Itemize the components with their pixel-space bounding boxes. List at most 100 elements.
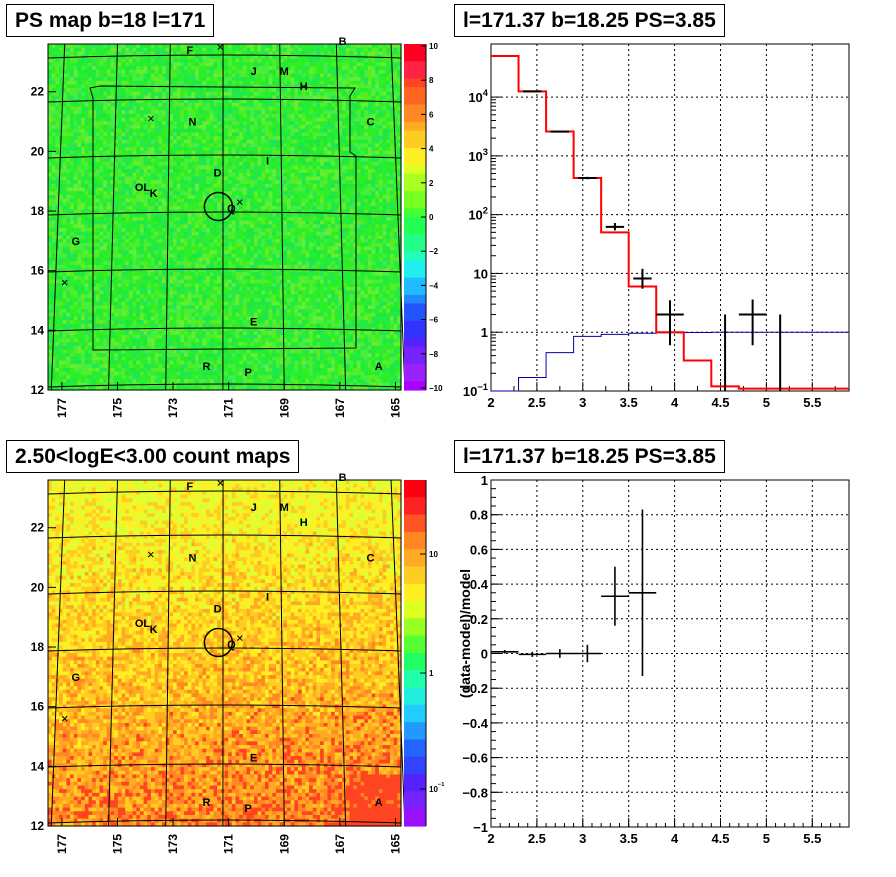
source-label-c: C [366,117,374,129]
ps-map-chart: 10 8 6 4 2 0 −2 −4 −6 −8 −10 177 175 173 171 169 167 165 1… [0,0,448,436]
ps-map-panel: 10 8 6 4 2 0 −2 −4 −6 −8 −10 177 175 173 171 169 167 165 1… [0,0,448,436]
x-tick-label: 5.5 [803,395,821,410]
y-axis-label: (data-model)/model [457,569,473,698]
y-tick-label: 0.6 [470,542,488,557]
x-tick-label: 5.5 [803,831,821,846]
y-tick-label: 16 [31,264,45,278]
y-tick-label: −1 [473,820,488,835]
colorbar-tick-label: 2 [429,179,434,188]
x-tick-label: 177 [55,398,69,418]
source-label-n: N [189,553,197,565]
x-tick-label: 175 [110,834,124,854]
source-label-g: G [72,672,81,684]
colorbar-tick-label: 10 [429,550,438,559]
x-tick-label: 171 [222,398,236,418]
x-tick-label: 2 [487,395,494,410]
source-label-a: A [375,361,383,373]
source-label-f: F [186,481,193,493]
source-label-m: M [280,66,289,78]
source-label-k: K [150,624,158,636]
source-label-b: B [339,472,347,484]
colorbar-tick-label: 10−1 [429,782,445,794]
colorbar-tick-label: 10 [429,42,438,51]
source-label-d: D [214,603,222,615]
x-tick-label: 173 [166,398,180,418]
x-tick-label: 2 [487,831,494,846]
x-tick-label: 3 [579,395,586,410]
source-label-p: P [244,367,251,379]
x-tick-label: 5 [763,831,770,846]
x-tick-label: 165 [388,398,402,418]
source-label-g: G [72,236,81,248]
x-tick-label: 167 [333,834,347,854]
source-label-k: K [150,188,158,200]
source-label-a: A [375,797,383,809]
colorbar-tick-label: −10 [429,384,443,393]
spectrum-title: l=171.37 b=18.25 PS=3.85 [454,4,725,37]
y-tick-label: −0.8 [462,785,488,800]
source-label-i: I [266,591,269,603]
x-tick-label: 3.5 [620,395,638,410]
y-tick-label: 10 [474,266,488,281]
x-tick-label: 4 [671,831,679,846]
source-label-r: R [202,361,210,373]
x-tick-label: 3 [579,831,586,846]
source-label-h: H [300,81,308,93]
colorbar-tick-label: 6 [429,110,434,119]
y-tick-label: 103 [468,147,488,164]
x-tick-label: 4.5 [711,395,729,410]
x-tick-label: 165 [388,834,402,854]
count-map-title: 2.50<logE<3.00 count maps [6,440,299,473]
source-label-p: P [244,803,251,815]
source-label-j: J [251,66,257,78]
plot-frame [491,480,849,827]
source-label-r: R [202,797,210,809]
x-tick-label: 173 [166,834,180,854]
x-tick-label: 4 [671,395,679,410]
x-tick-label: 5 [763,395,770,410]
colorbar-tick-label: 4 [429,145,434,154]
x-tick-label: 167 [333,398,347,418]
y-tick-label: 14 [31,323,45,337]
ps-map-title: PS map b=18 l=171 [6,4,214,37]
source-label-d: D [214,167,222,179]
y-tick-label: 104 [468,88,488,105]
y-tick-label: 20 [31,580,45,594]
x-tick-label: 169 [277,398,291,418]
colorbar-tick-label: −6 [429,316,439,325]
heatmap-cells [48,44,402,391]
y-tick-label: 10−1 [463,382,488,399]
x-tick-label: 171 [222,834,236,854]
source-label-ol: OL [135,182,151,194]
y-tick-label: 0 [481,647,488,662]
colorbar-tick-label: −8 [429,350,439,359]
source-label-b: B [339,36,347,48]
y-tick-label: 16 [31,700,45,714]
y-tick-label: 1 [481,473,488,488]
x-tick-label: 169 [277,834,291,854]
source-label-m: M [280,502,289,514]
heatmap-cells [48,480,402,827]
y-tick-label: 22 [31,85,45,99]
x-tick-label: 175 [110,398,124,418]
source-label-j: J [251,502,257,514]
x-tick-label: 2.5 [528,831,546,846]
source-label-h: H [300,517,308,529]
colorbar-tick-label: −2 [429,247,439,256]
colorbar-tick-label: 8 [429,76,434,85]
y-tick-label: −0.4 [462,716,488,731]
source-label-e: E [250,752,257,764]
y-tick-label: 14 [31,759,45,773]
y-tick-label: 18 [31,204,45,218]
colorbar-tick-label: 0 [429,213,434,222]
source-label-f: F [186,45,193,57]
x-tick-label: 177 [55,834,69,854]
y-tick-label: 0.8 [470,508,488,523]
colorbar-tick-label: −4 [429,281,439,290]
